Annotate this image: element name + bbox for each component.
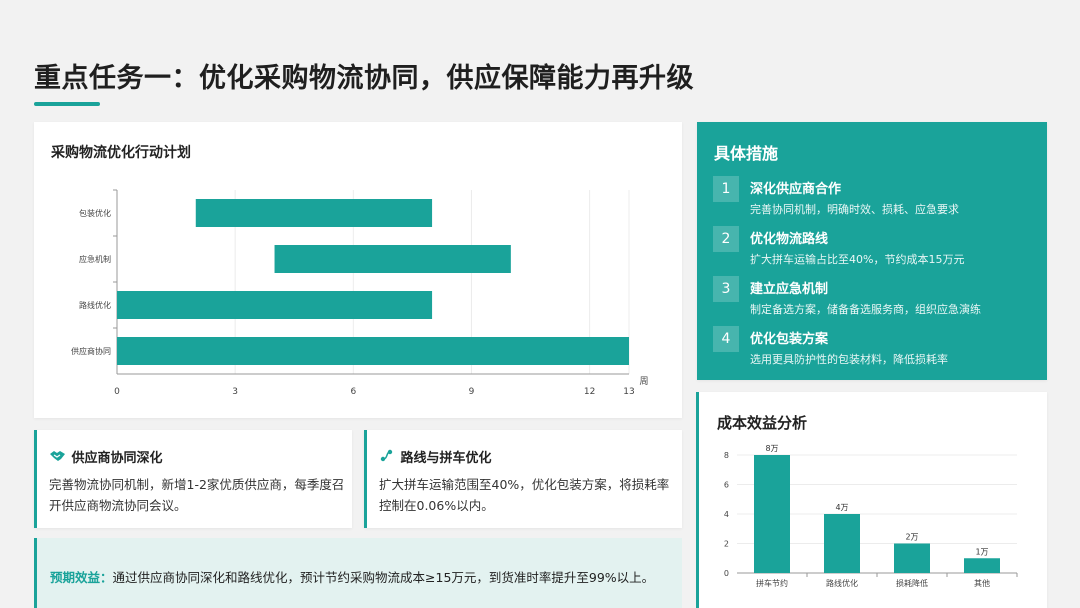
handshake-icon (50, 451, 70, 466)
gantt-x-tick-label: 9 (469, 387, 475, 397)
info-card-heading: 路线与拼车优化 (380, 447, 492, 466)
benefit-x-tick-label: 其他 (974, 578, 990, 588)
measure-description: 扩大拼车运输占比至40%，节约成本15万元 (750, 253, 965, 266)
benefit-bar (824, 514, 860, 573)
benefit-y-tick-label: 2 (724, 540, 729, 549)
measure-heading: 建立应急机制 (750, 282, 829, 297)
measure-number: 4 (713, 326, 739, 352)
gantt-y-tick-label: 供应商协同 (71, 346, 111, 356)
gantt-bar (117, 337, 629, 365)
measure-item: 1 深化供应商合作 完善协同机制，明确时效、损耗、应急要求 (713, 174, 1033, 218)
benefit-data-label: 8万 (765, 444, 778, 453)
measures-title: 具体措施 (714, 144, 779, 163)
benefit-data-label: 2万 (905, 533, 918, 542)
gantt-x-tick-label: 13 (623, 387, 634, 397)
benefit-data-label: 1万 (975, 547, 988, 556)
measure-number: 2 (713, 226, 739, 252)
gantt-bar (195, 199, 433, 227)
benefit-y-tick-label: 8 (724, 451, 729, 460)
measure-description: 选用更具防护性的包装材料，降低损耗率 (750, 353, 948, 366)
expected-benefit-label: 预期效益： (50, 570, 113, 585)
expected-benefit-banner: 预期效益：通过供应商协同深化和路线优化，预计节约采购物流成本≥15万元，到货准时… (34, 538, 682, 608)
title-underline (34, 102, 100, 106)
measures-card: 具体措施 1 深化供应商合作 完善协同机制，明确时效、损耗、应急要求 2 优化物… (697, 122, 1047, 380)
benefit-x-tick-label: 损耗降低 (896, 578, 928, 588)
info-card-body: 完善物流协同机制，新增1-2家优质供应商，每季度召开供应商物流协同会议。 (49, 477, 345, 513)
info-card-route: 路线与拼车优化 扩大拼车运输范围至40%，优化包装方案，将损耗率控制在0.06%… (364, 430, 682, 528)
gantt-x-tick-label: 6 (350, 387, 356, 397)
measure-item: 2 优化物流路线 扩大拼车运输占比至40%，节约成本15万元 (713, 224, 1033, 268)
info-card-supplier: 供应商协同深化 完善物流协同机制，新增1-2家优质供应商，每季度召开供应商物流协… (34, 430, 352, 528)
gantt-x-tick-label: 0 (114, 387, 120, 397)
measure-number: 3 (713, 276, 739, 302)
benefit-bar (894, 543, 930, 573)
gantt-x-axis-unit: 周 (639, 376, 648, 387)
measure-item: 3 建立应急机制 制定备选方案，储备备选服务商，组织应急演练 (713, 274, 1033, 318)
gantt-chart-card: 采购物流优化行动计划 0 3 6 9 12 13 周 包装优化应急机制路线优化供应商协同 (34, 122, 682, 418)
benefit-data-label: 4万 (835, 503, 848, 512)
gantt-bar (117, 291, 433, 319)
benefit-bar (964, 558, 1000, 573)
benefit-x-tick-label: 拼车节约 (756, 578, 788, 588)
measure-item: 4 优化包装方案 选用更具防护性的包装材料，降低损耗率 (713, 324, 1033, 368)
expected-benefit-body: 通过供应商协同深化和路线优化，预计节约采购物流成本≥15万元，到货准时率提升至9… (112, 570, 655, 585)
gantt-x-tick-label: 12 (584, 387, 595, 397)
cost-benefit-title: 成本效益分析 (717, 414, 808, 432)
measure-description: 完善协同机制，明确时效、损耗、应急要求 (750, 203, 959, 216)
page-title: 重点任务一：优化采购物流协同，供应保障能力再升级 (34, 63, 694, 94)
gantt-y-tick-label: 路线优化 (79, 300, 111, 310)
gantt-x-tick-label: 3 (232, 387, 238, 397)
benefit-y-tick-label: 4 (724, 510, 729, 519)
benefit-bar (754, 455, 790, 573)
measure-heading: 优化物流路线 (750, 232, 829, 247)
info-card-heading-text: 供应商协同深化 (71, 451, 163, 466)
info-card-heading: 供应商协同深化 (50, 447, 163, 466)
gantt-chart-title: 采购物流优化行动计划 (51, 145, 191, 161)
measure-number: 1 (713, 176, 739, 202)
expected-benefit-text: 预期效益：通过供应商协同深化和路线优化，预计节约采购物流成本≥15万元，到货准时… (50, 567, 654, 586)
benefit-y-tick-label: 6 (724, 481, 729, 490)
measure-heading: 深化供应商合作 (750, 182, 842, 197)
gantt-bar (274, 245, 511, 273)
benefit-y-tick-label: 0 (724, 569, 729, 578)
measure-heading: 优化包装方案 (750, 332, 829, 347)
gantt-y-tick-label: 应急机制 (79, 254, 111, 264)
info-card-body: 扩大拼车运输范围至40%，优化包装方案，将损耗率控制在0.06%以内。 (379, 477, 670, 513)
measure-description: 制定备选方案，储备备选服务商，组织应急演练 (750, 303, 981, 316)
cost-benefit-card: 成本效益分析 0 2 4 6 8 8万拼车节约 4万路线优化 2万损耗降低 1万其他 (696, 392, 1047, 608)
info-card-heading-text: 路线与拼车优化 (400, 451, 492, 466)
gantt-y-tick-label: 包装优化 (79, 208, 111, 218)
route-icon (380, 449, 399, 466)
benefit-x-tick-label: 路线优化 (826, 578, 858, 588)
